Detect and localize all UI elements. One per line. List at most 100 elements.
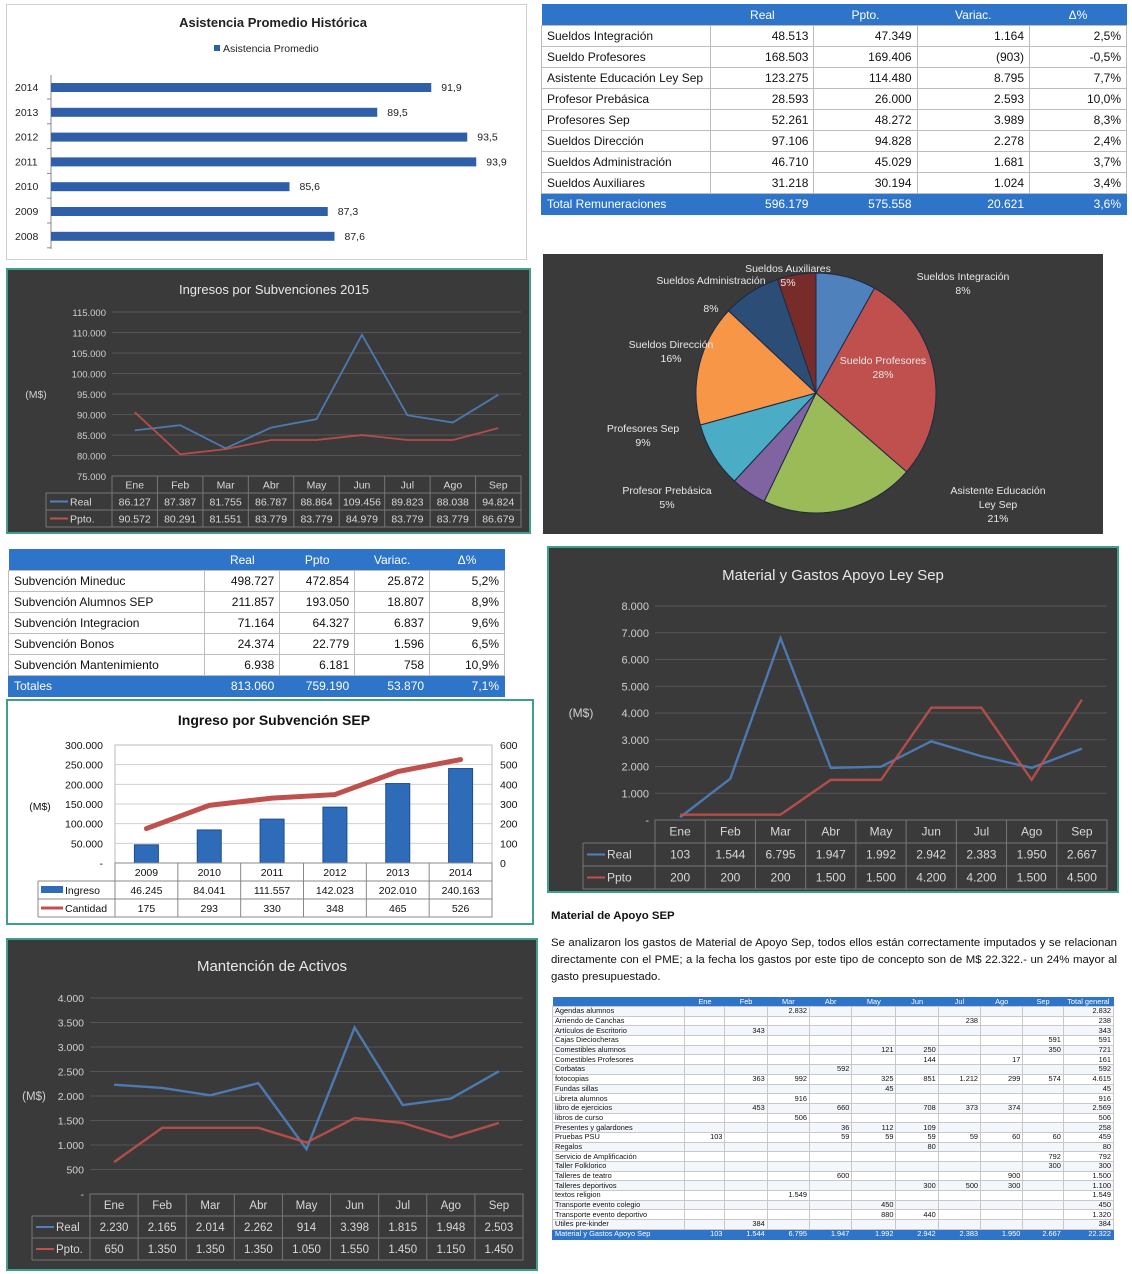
- table-cell: [766, 1083, 811, 1095]
- data-label: 1.150: [436, 1244, 465, 1256]
- table-cell: [937, 1064, 982, 1075]
- data-label: 83.779: [300, 514, 332, 526]
- table-cell: [809, 1025, 853, 1037]
- table-cell: 2,4%: [1029, 130, 1127, 152]
- table-cell: 80: [1062, 1141, 1115, 1153]
- column-header: [8, 549, 205, 571]
- table-row: Cajas Dieciocheras 591 591: [551, 1035, 1115, 1046]
- slice-percent: 8%: [955, 285, 970, 297]
- total-row: Totales 813.060 759.190 53.870 7,1%: [7, 675, 505, 697]
- total-cell: 3,6%: [1029, 193, 1127, 215]
- table-cell: 2.569: [1062, 1102, 1115, 1114]
- total-cell: 759.190: [279, 675, 356, 697]
- table-row: Libreta alumnos 916 916: [551, 1093, 1115, 1104]
- table-cell: [684, 1161, 726, 1172]
- table-row: libro de ejercicios 453 660 708 373 374 2.569: [551, 1102, 1115, 1114]
- legend-label: Asistencia Promedio: [223, 43, 319, 55]
- table-cell: [1022, 1141, 1064, 1153]
- legend-label: Ingreso: [65, 885, 100, 897]
- legend-label: Real: [607, 848, 632, 862]
- table-cell: 591: [1022, 1035, 1064, 1046]
- table-cell: [980, 1141, 1024, 1153]
- table-cell: [937, 1141, 982, 1153]
- x-tick-label: Mar: [200, 1200, 220, 1212]
- table-cell: [766, 1161, 811, 1172]
- table-cell: [766, 1199, 811, 1211]
- data-label: 240.163: [442, 885, 480, 897]
- y-tick-label: 150.000: [65, 799, 103, 811]
- table-row: Talleres de teatro 600 900 1.500: [551, 1170, 1115, 1182]
- table-cell: [1022, 1054, 1064, 1066]
- x-tick-label: 2012: [323, 867, 347, 879]
- table-cell: 325: [851, 1073, 897, 1085]
- y-tick-label: 1.500: [58, 1116, 84, 1128]
- table-cell: 9,6%: [429, 612, 505, 634]
- table-cell: 916: [766, 1093, 811, 1104]
- y-tick-label: 80.000: [77, 452, 106, 463]
- table-row: Transporte evento deportivo 880 440 1.320: [551, 1209, 1115, 1221]
- table-cell: [1022, 1219, 1064, 1230]
- table-cell: [895, 1035, 939, 1046]
- table-cell: [684, 1151, 726, 1162]
- table-cell: [1022, 1199, 1064, 1211]
- table-row: Regalos 80 80: [551, 1141, 1115, 1153]
- table-cell: [766, 1151, 811, 1162]
- table-cell: Sueldos Dirección: [540, 130, 712, 152]
- table-cell: 758: [354, 654, 431, 676]
- x-tick-label: Jun: [922, 825, 941, 839]
- table-cell: [937, 1006, 982, 1017]
- table-cell: 1.024: [916, 172, 1031, 194]
- table-cell: [684, 1044, 726, 1056]
- column-header: Ppto: [279, 549, 355, 571]
- table-cell: 161: [1062, 1054, 1115, 1066]
- table-cell: [895, 1199, 939, 1211]
- x-tick-label: 2011: [261, 867, 284, 879]
- y2-tick-label: 400: [500, 779, 518, 791]
- legend-label: Ppto: [607, 871, 632, 885]
- table-cell: [895, 1190, 939, 1201]
- data-label: 2.165: [148, 1222, 177, 1234]
- table-cell: 453: [724, 1102, 768, 1114]
- slice-percent: 9%: [635, 437, 650, 449]
- table-cell: 472.854: [279, 570, 356, 592]
- series-line-ppto: [134, 411, 499, 456]
- table-cell: [980, 1035, 1024, 1046]
- column-header: Variac.: [917, 4, 1030, 26]
- table-row: Sueldos Administración 46.710 45.029 1.681 3…: [540, 151, 1127, 173]
- table-cell: 592: [809, 1064, 853, 1075]
- column-header: Mar: [767, 997, 810, 1007]
- table-cell: 591: [1062, 1035, 1115, 1046]
- table-cell: textos religion: [551, 1190, 686, 1201]
- table-cell: [809, 1219, 853, 1230]
- asistencia-chart-panel: Asistencia Promedio Histórica Asistencia …: [6, 4, 527, 260]
- x-tick-label: 2009: [135, 867, 159, 879]
- y-tick-label: 105.000: [72, 349, 106, 360]
- data-label: 94.824: [482, 497, 514, 509]
- y-tick-label: 2.000: [621, 762, 649, 774]
- mantencion-chart: Mantención de Activos - 500 1.000 1.500 2.000…: [22, 958, 524, 1261]
- table-cell: Cajas Dieciocheras: [551, 1035, 686, 1046]
- table-cell: [684, 1199, 726, 1211]
- bar: [322, 806, 348, 864]
- table-cell: [980, 1044, 1024, 1056]
- bar: [51, 157, 477, 167]
- x-tick-label: Ago: [441, 1200, 461, 1212]
- table-cell: [937, 1219, 982, 1230]
- table-cell: [937, 1093, 982, 1104]
- table-cell: 30.194: [813, 172, 918, 194]
- table-cell: libro de ejercicios: [551, 1102, 686, 1114]
- table-cell: Corbatas: [551, 1064, 686, 1075]
- column-header: Ago: [980, 997, 1023, 1007]
- data-label: 83.779: [255, 514, 287, 526]
- table-cell: [724, 1199, 768, 1211]
- table-cell: 600: [809, 1170, 853, 1182]
- category-label: 2014: [15, 82, 39, 94]
- column-header: Sep: [1022, 997, 1064, 1007]
- chart-title: Mantención de Activos: [197, 958, 347, 975]
- table-cell: 168.503: [710, 46, 815, 68]
- table-cell: 59: [851, 1131, 897, 1143]
- table-cell: Pruebas PSU: [551, 1131, 686, 1143]
- ingresos-chart: Ingresos por Subvenciones 2015 75.000 80.0…: [25, 282, 522, 528]
- table-cell: 6.938: [204, 654, 281, 676]
- table-cell: [1022, 1209, 1064, 1221]
